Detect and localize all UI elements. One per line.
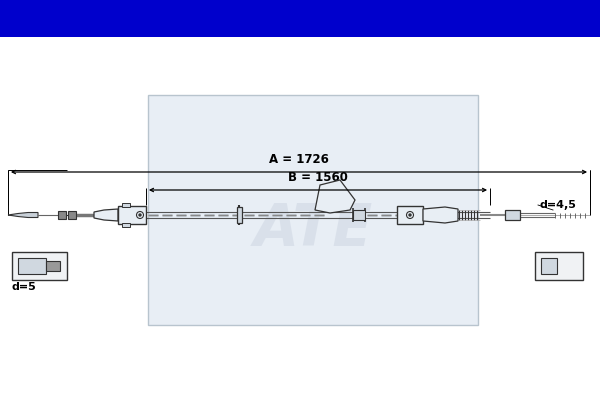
Text: d=5: d=5 — [12, 282, 37, 292]
Bar — [237, 207, 242, 223]
Bar — [353, 210, 365, 220]
Bar — [46, 261, 60, 271]
Text: A = 1726: A = 1726 — [269, 153, 329, 166]
Bar — [68, 211, 76, 219]
Bar — [535, 252, 583, 280]
Circle shape — [139, 214, 141, 216]
Bar — [541, 258, 557, 274]
Text: ATE: ATE — [253, 202, 373, 258]
Polygon shape — [8, 212, 38, 218]
Bar — [122, 203, 130, 207]
Text: 580448: 580448 — [332, 5, 448, 33]
Circle shape — [409, 214, 411, 216]
Text: B = 1560: B = 1560 — [288, 171, 348, 184]
Bar — [18, 258, 46, 274]
Bar — [505, 210, 520, 220]
Polygon shape — [315, 180, 355, 213]
Polygon shape — [94, 209, 118, 221]
Bar — [12, 252, 67, 280]
Text: d=4,5: d=4,5 — [540, 200, 577, 210]
Bar — [148, 95, 478, 325]
Polygon shape — [423, 207, 458, 223]
Bar — [122, 223, 130, 227]
Bar — [0, 0, 600, 37]
Text: 24.3727-0448.2: 24.3727-0448.2 — [72, 5, 318, 33]
Bar — [397, 206, 423, 224]
Bar — [118, 206, 146, 224]
Bar — [58, 211, 66, 219]
